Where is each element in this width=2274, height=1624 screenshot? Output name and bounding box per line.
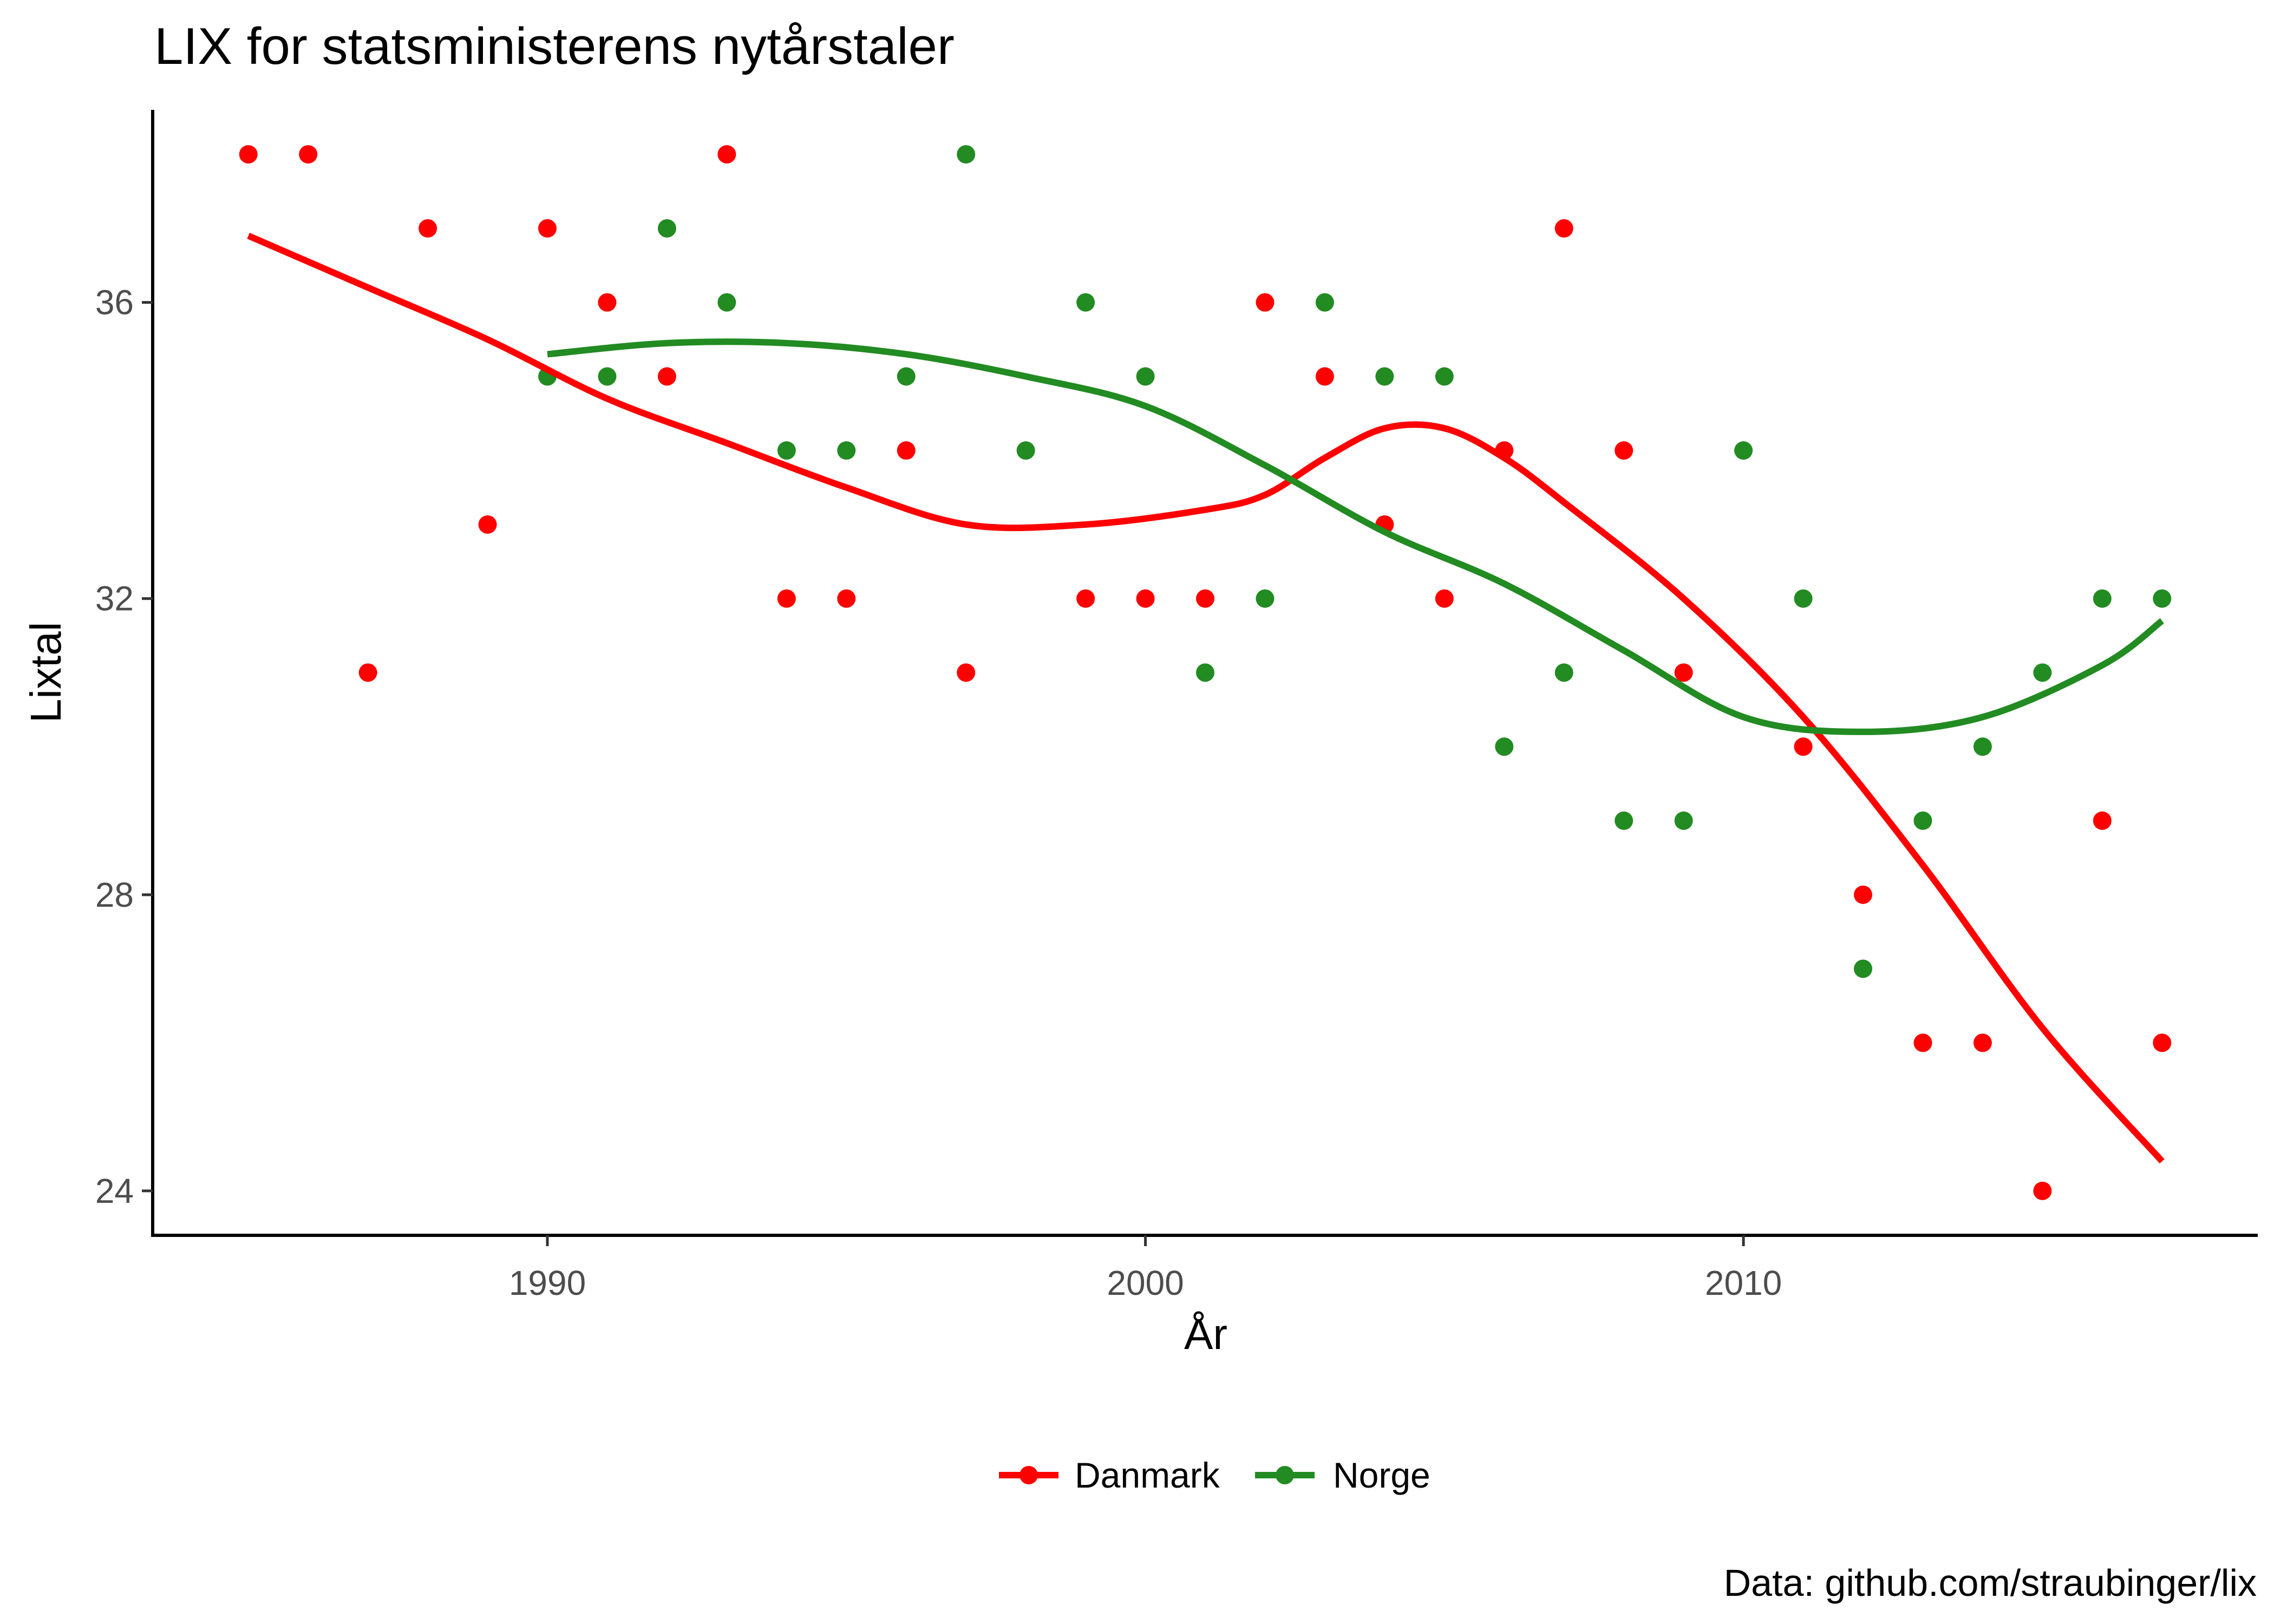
data-point-danmark — [717, 145, 736, 164]
data-point-norge — [897, 367, 916, 386]
data-point-danmark — [1913, 1033, 1932, 1052]
y-tick-label: 36 — [95, 283, 134, 322]
series-points-norge — [538, 145, 2172, 978]
data-point-norge — [657, 219, 676, 238]
data-point-norge — [1315, 293, 1334, 312]
data-point-danmark — [358, 663, 377, 682]
legend-key-dot-norge — [1276, 1466, 1294, 1484]
data-point-norge — [957, 145, 976, 164]
data-point-norge — [1554, 663, 1573, 682]
data-point-danmark — [299, 145, 318, 164]
y-axis-title: Lixtal — [22, 622, 70, 723]
data-point-norge — [1794, 589, 1813, 608]
y-ticks: 24 28 32 36 — [95, 283, 153, 1210]
data-point-danmark — [598, 293, 617, 312]
data-point-danmark — [2153, 1033, 2172, 1052]
legend-label-danmark: Danmark — [1075, 1455, 1220, 1495]
x-tick-label: 1990 — [509, 1263, 586, 1302]
data-point-norge — [777, 441, 796, 460]
data-point-norge — [1615, 811, 1633, 830]
y-tick-label: 32 — [95, 579, 134, 618]
data-point-norge — [1076, 293, 1095, 312]
data-point-norge — [1973, 737, 1992, 756]
data-point-danmark — [1615, 441, 1633, 460]
data-point-danmark — [2093, 811, 2112, 830]
data-point-danmark — [1076, 589, 1095, 608]
data-point-danmark — [478, 515, 497, 534]
x-tick-label: 2000 — [1107, 1263, 1184, 1302]
data-point-norge — [1913, 811, 1932, 830]
plot-area — [239, 145, 2172, 1200]
series-points-danmark — [239, 145, 2172, 1200]
data-point-norge — [1196, 663, 1214, 682]
data-point-danmark — [1973, 1033, 1992, 1052]
x-tick-label: 2010 — [1705, 1263, 1782, 1302]
data-point-norge — [1375, 367, 1394, 386]
chart-title: LIX for statsministerens nytårstaler — [154, 17, 955, 75]
data-point-norge — [1734, 441, 1753, 460]
x-ticks: 1990 2000 2010 — [509, 1235, 1782, 1302]
data-point-danmark — [538, 219, 557, 238]
data-point-danmark — [1256, 293, 1275, 312]
data-point-danmark — [657, 367, 676, 386]
data-point-norge — [2033, 663, 2052, 682]
data-point-danmark — [1554, 219, 1573, 238]
data-point-danmark — [239, 145, 258, 164]
data-point-norge — [1495, 737, 1514, 756]
legend: Danmark Norge — [999, 1455, 1430, 1495]
x-axis-title: År — [1184, 1310, 1227, 1358]
data-point-danmark — [1196, 589, 1214, 608]
data-point-norge — [598, 367, 617, 386]
data-point-danmark — [2033, 1181, 2052, 1200]
data-point-danmark — [1315, 367, 1334, 386]
data-point-danmark — [897, 441, 916, 460]
data-point-norge — [2153, 589, 2172, 608]
y-tick-label: 28 — [95, 875, 134, 914]
data-point-norge — [1256, 589, 1275, 608]
data-point-danmark — [419, 219, 437, 238]
data-point-danmark — [1136, 589, 1155, 608]
data-point-norge — [2093, 589, 2112, 608]
legend-item-danmark: Danmark — [999, 1455, 1220, 1495]
data-point-danmark — [1854, 885, 1872, 904]
data-point-norge — [1854, 959, 1872, 978]
y-tick-label: 24 — [95, 1171, 134, 1210]
data-point-danmark — [837, 589, 856, 608]
smooth-line-norge — [547, 338, 2164, 735]
data-point-danmark — [1794, 737, 1813, 756]
data-point-norge — [1136, 367, 1155, 386]
smooth-line-danmark — [247, 233, 2165, 1164]
data-source-caption: Data: github.com/straubinger/lix — [1724, 1562, 2257, 1604]
data-point-danmark — [777, 589, 796, 608]
data-point-norge — [1435, 367, 1454, 386]
data-point-danmark — [957, 663, 976, 682]
data-point-danmark — [1674, 663, 1693, 682]
data-point-norge — [837, 441, 856, 460]
data-point-norge — [1016, 441, 1035, 460]
legend-key-dot-danmark — [1020, 1466, 1038, 1484]
legend-label-norge: Norge — [1333, 1455, 1430, 1495]
data-point-norge — [1674, 811, 1693, 830]
data-point-norge — [717, 293, 736, 312]
legend-item-norge: Norge — [1255, 1455, 1430, 1495]
data-point-danmark — [1435, 589, 1454, 608]
